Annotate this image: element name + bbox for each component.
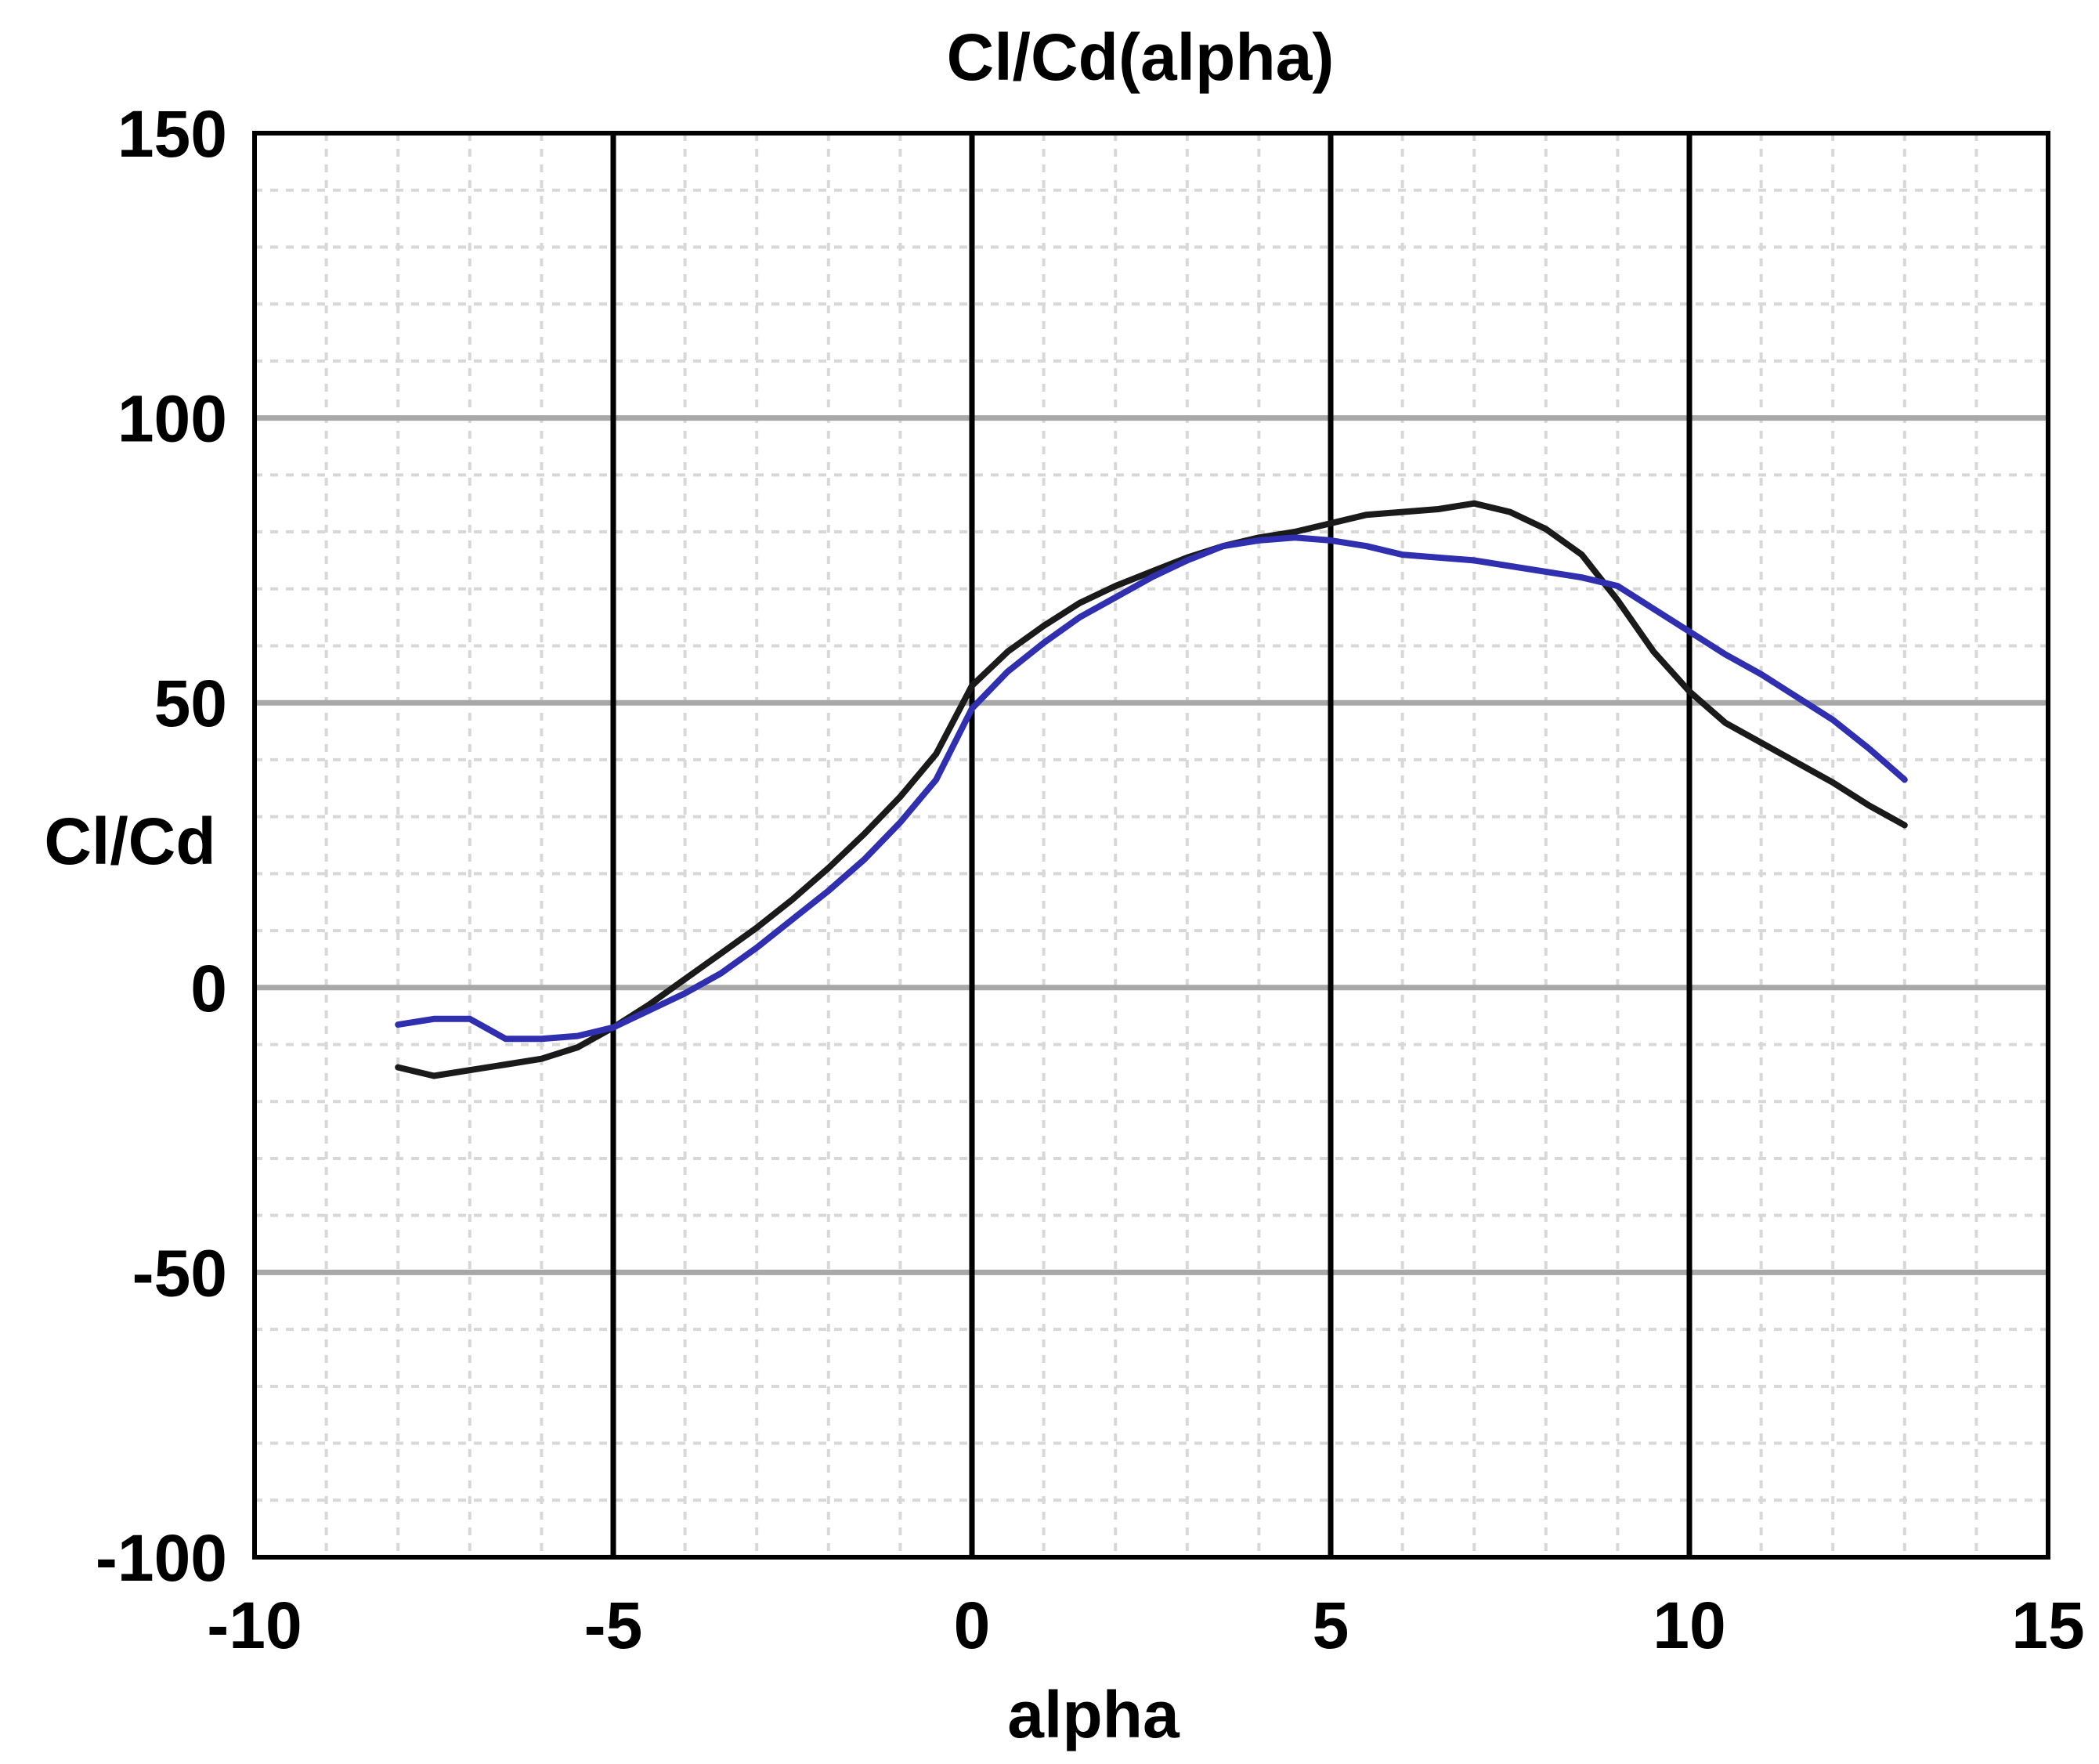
x-tick-label: -5 [584, 1589, 643, 1662]
series-layer [395, 500, 1908, 1079]
x-tick-label: 15 [2011, 1589, 2084, 1662]
x-tick-label: 10 [1653, 1589, 1725, 1662]
y-tick-label: -50 [132, 1236, 227, 1310]
series-line-blue [395, 534, 1908, 1043]
x-axis-label: alpha [1007, 1678, 1180, 1751]
y-tick-label: 100 [117, 382, 227, 456]
y-tick-label: 50 [154, 667, 227, 740]
x-tick-label: -10 [207, 1589, 302, 1662]
x-tick-label: 5 [1313, 1589, 1349, 1662]
y-tick-label: -100 [96, 1521, 227, 1595]
y-axis-label: Cl/Cd [44, 804, 215, 878]
major-grid [255, 133, 2048, 1557]
minor-grid [255, 133, 2048, 1557]
series-line-black [395, 500, 1908, 1079]
y-tick-label: 0 [190, 952, 227, 1025]
plot-frame [252, 131, 2050, 1560]
chart-title: Cl/Cd(alpha) [947, 20, 1335, 94]
x-tick-label: 0 [954, 1589, 991, 1662]
y-tick-label: 150 [117, 97, 227, 171]
